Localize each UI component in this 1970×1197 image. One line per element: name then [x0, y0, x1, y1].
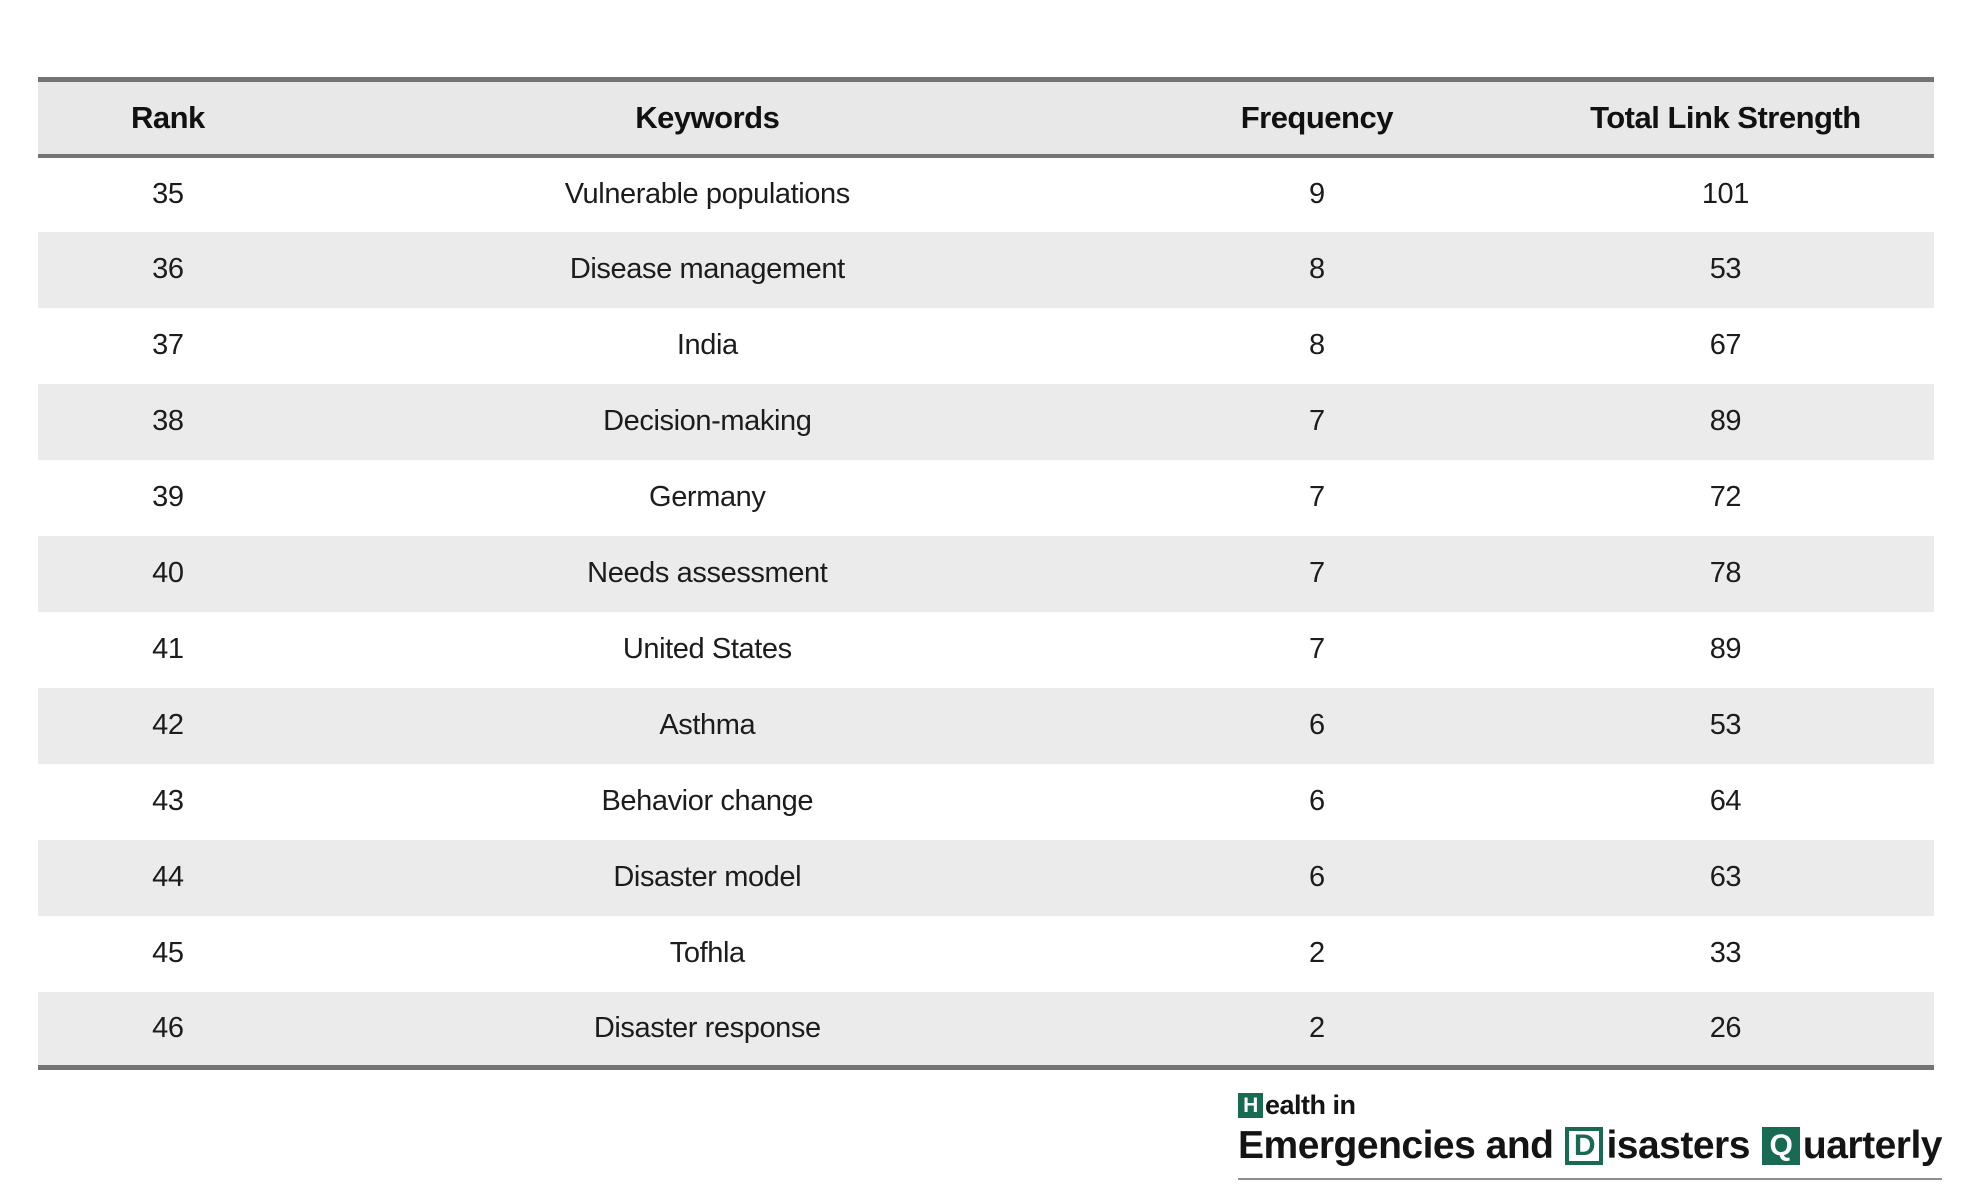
cell-rank: 44: [152, 861, 184, 893]
col-header-frequency: Frequency: [1240, 99, 1394, 135]
keywords-table: Rank Keywords Frequency Total Link Stren…: [38, 77, 1934, 1070]
table-row: 44 Disaster model 6 63: [38, 839, 1934, 916]
cell-keyword: Asthma: [659, 709, 756, 741]
col-header-keywords: Keywords: [635, 99, 780, 135]
cell-total-link-strength: 33: [1709, 937, 1742, 969]
cell-frequency: 7: [1308, 481, 1325, 513]
cell-rank: 43: [152, 785, 184, 817]
table-row: 37 India 8 67: [38, 307, 1934, 384]
cell-rank: 36: [152, 253, 184, 285]
logo-h-box: H: [1238, 1093, 1263, 1118]
cell-frequency: 8: [1308, 329, 1325, 361]
cell-frequency: 7: [1308, 557, 1325, 589]
cell-total-link-strength: 64: [1709, 785, 1742, 817]
cell-frequency: 7: [1308, 633, 1325, 665]
cell-keyword: Needs assessment: [587, 557, 828, 589]
cell-total-link-strength: 67: [1709, 329, 1742, 361]
cell-total-link-strength: 63: [1709, 861, 1742, 893]
logo-health-in-text: ealth in: [1265, 1090, 1356, 1120]
keywords-table-container: Rank Keywords Frequency Total Link Stren…: [38, 77, 1934, 1070]
table-row: 35 Vulnerable populations 9 101: [38, 155, 1934, 232]
cell-total-link-strength: 78: [1709, 557, 1742, 589]
cell-frequency: 6: [1308, 785, 1325, 817]
logo-uarterly-text: uarterly: [1802, 1124, 1943, 1167]
cell-frequency: 8: [1308, 253, 1325, 285]
cell-rank: 37: [152, 329, 184, 361]
cell-keyword: Disease management: [569, 253, 845, 285]
table-row: 41 United States 7 89: [38, 611, 1934, 688]
cell-total-link-strength: 89: [1709, 633, 1742, 665]
table-row: 40 Needs assessment 7 78: [38, 535, 1934, 612]
cell-keyword: Decision-making: [603, 405, 812, 437]
cell-keyword: United States: [622, 633, 792, 665]
cell-rank: 42: [152, 709, 184, 741]
cell-frequency: 2: [1308, 937, 1325, 969]
logo-q-box: Q: [1761, 1127, 1800, 1165]
logo-isasters-text: isasters: [1606, 1124, 1750, 1167]
cell-rank: 39: [152, 481, 184, 513]
cell-frequency: 6: [1308, 861, 1325, 893]
col-header-total-link-strength: Total Link Strength: [1590, 99, 1861, 135]
logo-emergencies-and-text: Emergencies and: [1238, 1124, 1554, 1167]
table-row: 36 Disease management 8 53: [38, 231, 1934, 308]
cell-total-link-strength: 53: [1709, 253, 1742, 285]
journal-logo: H ealth in Emergencies and D isasters Q …: [1238, 1090, 1943, 1180]
cell-rank: 35: [152, 178, 184, 210]
cell-rank: 38: [152, 405, 184, 437]
cell-total-link-strength: 89: [1709, 405, 1742, 437]
cell-frequency: 6: [1308, 709, 1325, 741]
cell-keyword: India: [676, 329, 738, 361]
table-row: 42 Asthma 6 53: [38, 687, 1934, 764]
logo-line-journal-name: Emergencies and D isasters Q uarterly: [1238, 1124, 1943, 1180]
cell-total-link-strength: 101: [1701, 178, 1750, 210]
logo-d-box: D: [1565, 1127, 1604, 1165]
cell-total-link-strength: 53: [1709, 709, 1742, 741]
table-row: 46 Disaster response 2 26: [38, 991, 1934, 1068]
cell-rank: 45: [152, 937, 184, 969]
cell-rank: 46: [152, 1011, 184, 1044]
cell-keyword: Germany: [649, 481, 766, 513]
table-row: 43 Behavior change 6 64: [38, 763, 1934, 840]
cell-total-link-strength: 26: [1709, 1011, 1742, 1044]
cell-rank: 41: [152, 633, 184, 665]
cell-frequency: 7: [1308, 405, 1325, 437]
logo-line-health-in: H ealth in: [1238, 1090, 1942, 1121]
col-header-rank: Rank: [130, 99, 205, 135]
header-row: Rank Keywords Frequency Total Link Stren…: [38, 79, 1934, 156]
cell-keyword: Vulnerable populations: [564, 178, 851, 210]
cell-keyword: Disaster model: [613, 861, 802, 893]
table-body: 35 Vulnerable populations 9 101 36 Disease ma…: [38, 155, 1934, 1068]
cell-rank: 40: [152, 557, 184, 589]
cell-total-link-strength: 72: [1709, 481, 1742, 513]
table-row: 45 Tofhla 2 33: [38, 915, 1934, 992]
cell-keyword: Tofhla: [669, 937, 745, 969]
table-row: 39 Germany 7 72: [38, 459, 1934, 536]
cell-frequency: 2: [1308, 1011, 1325, 1044]
table-row: 38 Decision-making 7 89: [38, 383, 1934, 460]
cell-keyword: Disaster response: [593, 1011, 821, 1044]
cell-frequency: 9: [1308, 178, 1325, 210]
cell-keyword: Behavior change: [601, 785, 814, 817]
